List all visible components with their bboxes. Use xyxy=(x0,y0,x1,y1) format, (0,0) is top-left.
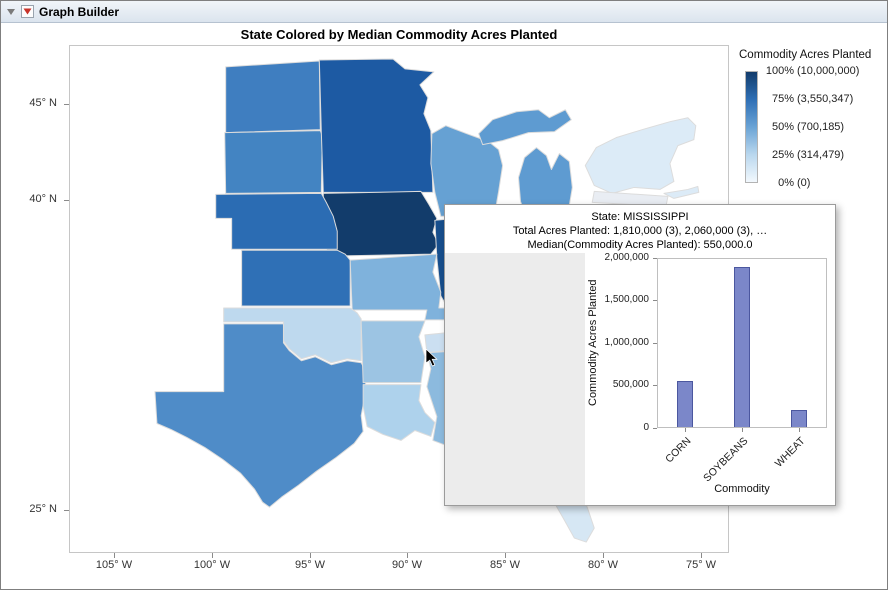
bar-x-tick-label: WHEAT xyxy=(772,435,808,470)
state-wisconsin[interactable] xyxy=(430,125,504,217)
graph-title: State Colored by Median Commodity Acres … xyxy=(240,27,558,42)
legend-entry: 0% (0) xyxy=(778,177,811,189)
tick-mark xyxy=(653,385,657,386)
bar-plot-frame xyxy=(657,258,827,428)
bar-x-axis-title: Commodity xyxy=(714,483,770,495)
legend-entry: 50% (700,185) xyxy=(771,121,845,133)
tooltip-blank-panel xyxy=(445,253,585,505)
state-missouri[interactable] xyxy=(349,253,446,321)
y-axis-tick-label: 45° N xyxy=(29,97,57,109)
disclosure-triangle-icon[interactable] xyxy=(6,7,16,17)
state-louisiana[interactable] xyxy=(362,384,436,441)
tick-mark xyxy=(701,553,702,558)
bar-x-tick-label: SOYBEANS xyxy=(701,435,751,485)
x-axis-tick-label: 100° W xyxy=(193,559,231,571)
x-axis-tick-label: 90° W xyxy=(391,559,423,571)
tick-mark xyxy=(212,553,213,558)
tick-mark xyxy=(505,553,506,558)
bar[interactable] xyxy=(677,380,693,427)
tooltip-text-block: State: MISSISSIPPI Total Acres Planted: … xyxy=(445,205,835,252)
bar-x-tick-label: CORN xyxy=(663,435,694,466)
state-texas[interactable] xyxy=(154,323,367,508)
tick-mark xyxy=(653,258,657,259)
tick-mark xyxy=(685,428,686,432)
bar[interactable] xyxy=(734,267,750,427)
state-new-york[interactable] xyxy=(584,117,700,199)
bar[interactable] xyxy=(791,410,807,427)
x-axis-tick-label: 80° W xyxy=(587,559,619,571)
report-area: State Colored by Median Commodity Acres … xyxy=(1,23,887,589)
x-axis-tick-label: 85° W xyxy=(489,559,521,571)
tick-mark xyxy=(799,428,800,432)
tick-mark xyxy=(64,200,69,201)
state-minnesota[interactable] xyxy=(318,58,435,193)
y-axis-tick-label: 25° N xyxy=(29,503,57,515)
state-kansas[interactable] xyxy=(241,249,351,307)
bar-y-tick-label: 0 xyxy=(643,422,649,433)
legend-entry: 100% (10,000,000) xyxy=(765,65,860,77)
state-arkansas[interactable] xyxy=(360,320,426,384)
window-title: Graph Builder xyxy=(39,4,120,19)
tick-mark xyxy=(742,428,743,432)
legend-title: Commodity Acres Planted xyxy=(739,49,872,61)
bar-y-tick-label: 1,000,000 xyxy=(604,337,650,348)
y-axis-tick-label: 40° N xyxy=(29,193,57,205)
tick-mark xyxy=(653,343,657,344)
bar-y-tick-label: 2,000,000 xyxy=(604,252,650,263)
bar-y-axis-title: Commodity Acres Planted xyxy=(587,279,599,407)
legend-gradient-bar[interactable] xyxy=(745,71,758,183)
tooltip-median-line: Median(Commodity Acres Planted): 550,000… xyxy=(527,239,753,251)
x-axis-tick-label: 105° W xyxy=(95,559,133,571)
tick-mark xyxy=(653,300,657,301)
legend-entry: 25% (314,479) xyxy=(771,149,845,161)
state-north-dakota[interactable] xyxy=(225,60,321,134)
hover-tooltip-window: State: MISSISSIPPI Total Acres Planted: … xyxy=(444,204,836,506)
tooltip-bar-chart: Commodity Acres Planted 2,000,000 1,500,… xyxy=(585,252,835,505)
tick-mark xyxy=(114,553,115,558)
state-nebraska[interactable] xyxy=(215,192,338,250)
tick-mark xyxy=(64,104,69,105)
bar-y-tick-label: 500,000 xyxy=(612,379,649,390)
tick-mark xyxy=(64,510,69,511)
window-titlebar: Graph Builder xyxy=(1,1,887,23)
legend-entry: 75% (3,550,347) xyxy=(771,93,854,105)
tooltip-state-line: State: MISSISSIPPI xyxy=(591,211,689,223)
legend-labels: 100% (10,000,000) 75% (3,550,347) 50% (700,… xyxy=(762,65,882,189)
tick-mark xyxy=(407,553,408,558)
red-triangle-menu-button[interactable] xyxy=(21,5,34,18)
tick-mark xyxy=(603,553,604,558)
tooltip-total-line: Total Acres Planted: 1,810,000 (3), 2,06… xyxy=(512,225,768,237)
tooltip-body: Commodity Acres Planted 2,000,000 1,500,… xyxy=(445,252,835,505)
x-axis-tick-label: 75° W xyxy=(685,559,717,571)
bar-y-tick-label: 1,500,000 xyxy=(604,294,650,305)
tick-mark xyxy=(310,553,311,558)
tick-mark xyxy=(653,428,657,429)
red-triangle-icon xyxy=(23,8,32,15)
state-iowa[interactable] xyxy=(322,190,440,257)
x-axis-tick-label: 95° W xyxy=(294,559,326,571)
cursor-icon xyxy=(425,349,438,367)
state-south-dakota[interactable] xyxy=(224,130,323,194)
legend: Commodity Acres Planted 100% (10,000,000)… xyxy=(739,49,885,189)
